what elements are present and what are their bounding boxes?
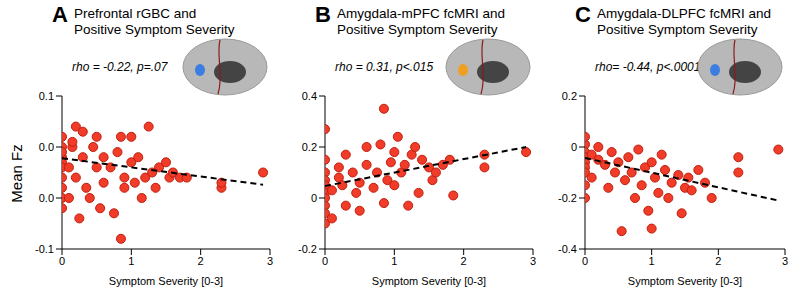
svg-text:0.4: 0.4 bbox=[302, 90, 317, 102]
svg-text:-0.2: -0.2 bbox=[298, 243, 317, 255]
html-text:B Amygdala-mPFC fcMRI and: B Amygdala-mPFC fcMRI and bbox=[315, 2, 505, 27]
svg-text:0.0: 0.0 bbox=[39, 192, 54, 204]
svg-text:Symptom Severity [0-3]: Symptom Severity [0-3] bbox=[109, 275, 223, 287]
svg-text:3: 3 bbox=[782, 255, 788, 267]
svg-text:1: 1 bbox=[649, 255, 655, 267]
html-text:rho= -0.44, p<.0001: rho= -0.44, p<.0001 bbox=[595, 60, 701, 74]
svg-text:2: 2 bbox=[715, 255, 721, 267]
html-text:C Amygdala-DLPFC fcMRI and: C Amygdala-DLPFC fcMRI and bbox=[575, 2, 772, 27]
svg-text:-0.4: -0.4 bbox=[558, 243, 577, 255]
html-text:Positive Symptom Severity: Positive Symptom Severity bbox=[74, 22, 235, 37]
html-text:A Prefrontal rGBC and: A Prefrontal rGBC and bbox=[52, 2, 197, 27]
html-text:rho = -0.22, p=.07: rho = -0.22, p=.07 bbox=[72, 60, 168, 74]
svg-text:1: 1 bbox=[391, 255, 397, 267]
svg-text:0: 0 bbox=[571, 141, 577, 153]
svg-text:-0.2: -0.2 bbox=[558, 192, 577, 204]
svg-text:0.0: 0.0 bbox=[39, 141, 54, 153]
svg-text:3: 3 bbox=[267, 255, 273, 267]
svg-text:2: 2 bbox=[461, 255, 467, 267]
svg-text:-0.1: -0.1 bbox=[35, 243, 54, 255]
svg-text:0.2: 0.2 bbox=[302, 141, 317, 153]
svg-text:Symptom Severity [0-3]: Symptom Severity [0-3] bbox=[628, 275, 742, 287]
html-text:rho = 0.31, p<.015: rho = 0.31, p<.015 bbox=[335, 60, 434, 74]
html-text:Positive Symptom Severity: Positive Symptom Severity bbox=[597, 22, 758, 37]
svg-text:0: 0 bbox=[322, 255, 328, 267]
svg-text:Symptom Severity [0-3]: Symptom Severity [0-3] bbox=[372, 275, 486, 287]
svg-text:0: 0 bbox=[582, 255, 588, 267]
svg-text:0.2: 0.2 bbox=[562, 90, 577, 102]
svg-text:3: 3 bbox=[530, 255, 536, 267]
svg-text:2: 2 bbox=[198, 255, 204, 267]
svg-text:0.1: 0.1 bbox=[39, 90, 54, 102]
html-text:Mean Fz: Mean Fz bbox=[7, 144, 25, 203]
svg-text:0: 0 bbox=[311, 192, 317, 204]
html-text:Positive Symptom Severity: Positive Symptom Severity bbox=[337, 22, 498, 37]
svg-text:1: 1 bbox=[128, 255, 134, 267]
svg-text:0: 0 bbox=[59, 255, 65, 267]
